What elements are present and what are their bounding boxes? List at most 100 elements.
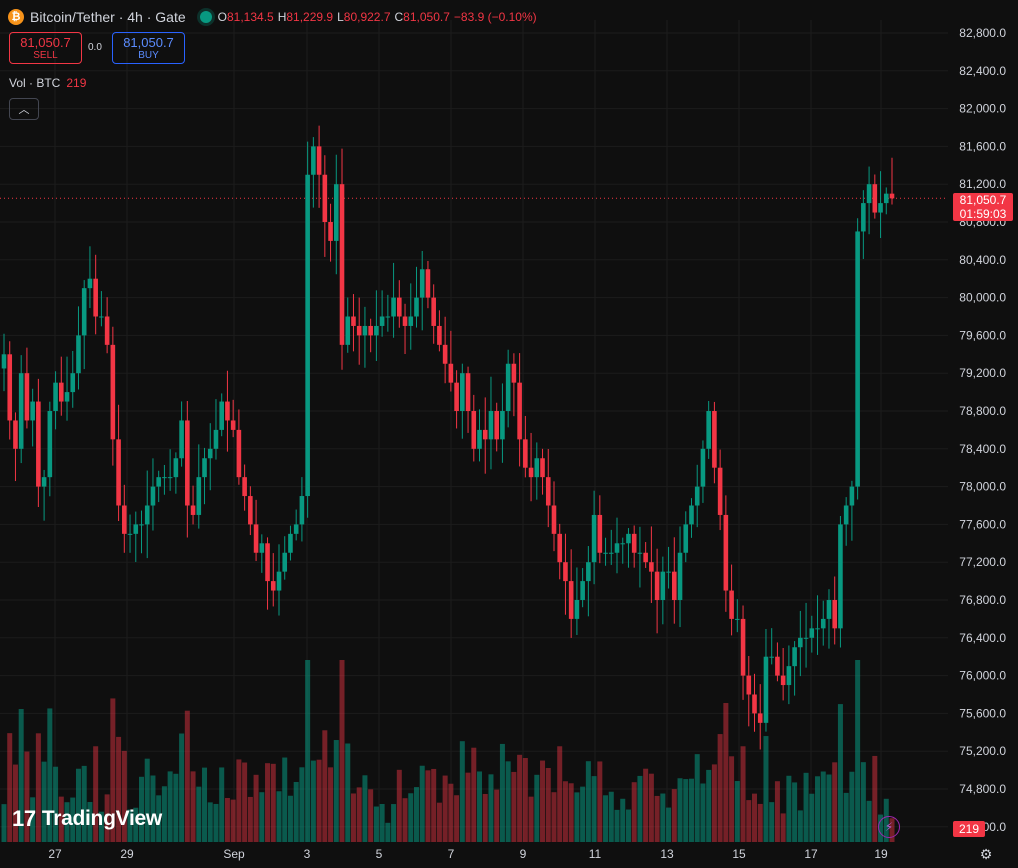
candle-body: [144, 505, 150, 525]
time-tick-label: 19: [874, 847, 888, 861]
volume-bar: [373, 806, 379, 842]
volume-bar: [75, 768, 81, 842]
volume-bar: [585, 761, 591, 842]
tradingview-logo-icon: 17: [12, 806, 36, 831]
candle-body: [185, 420, 190, 506]
candle-body: [523, 439, 528, 468]
candle-body: [517, 382, 522, 440]
candle-body: [76, 335, 81, 374]
candle-body: [649, 562, 654, 572]
volume-bar: [391, 804, 397, 842]
volume-bar: [305, 660, 311, 842]
candle-body: [18, 373, 24, 449]
symbol-title[interactable]: Bitcoin/Tether · 4h · Gate: [30, 9, 186, 25]
candle-body: [425, 269, 431, 298]
volume-bar: [534, 774, 540, 842]
gear-icon[interactable]: ⚙: [979, 846, 993, 862]
volume-bar: [568, 783, 574, 842]
candle-body: [826, 600, 832, 619]
price-tick-label: 80,000.0: [959, 291, 1006, 305]
candle-body: [838, 524, 843, 629]
candle-body: [385, 316, 391, 318]
candle-body: [93, 278, 98, 317]
volume-bar: [396, 769, 402, 842]
candle-body: [30, 401, 35, 421]
candle-body: [878, 203, 883, 213]
candle-body: [64, 392, 70, 402]
candle-body: [437, 325, 442, 345]
volume-bar: [368, 789, 374, 842]
price-tick-label: 82,400.0: [959, 64, 1006, 78]
candle-body: [631, 533, 637, 553]
candle-body: [179, 420, 184, 459]
volume-bar: [24, 751, 30, 842]
price-tick-label: 74,800.0: [959, 782, 1006, 796]
candle-body: [729, 590, 734, 619]
ohlc-change: −83.9 (−0.10%): [453, 10, 537, 24]
buy-button[interactable]: 81,050.7 BUY: [112, 32, 185, 64]
candle-body: [614, 543, 620, 553]
candle-body: [511, 363, 517, 383]
volume-bar: [671, 789, 677, 842]
candle-body: [861, 203, 866, 232]
volume-bar: [677, 778, 683, 842]
time-tick-label: 5: [376, 847, 383, 861]
volume-bar: [184, 710, 190, 842]
collapse-legend-button[interactable]: ︿: [9, 98, 39, 120]
volume-bar: [379, 803, 385, 842]
candle-body: [866, 184, 872, 204]
candle-body: [637, 552, 643, 554]
candle-body: [41, 477, 47, 487]
candle-body: [460, 373, 465, 411]
candle-body: [471, 411, 477, 449]
candle-body: [1, 354, 7, 369]
candle-body: [849, 486, 855, 506]
volume-bar: [144, 758, 150, 842]
time-tick-label: 7: [448, 847, 455, 861]
volume-bar: [345, 743, 351, 842]
candle-body: [775, 656, 780, 676]
candle-body: [557, 533, 563, 563]
volume-bar: [431, 768, 437, 842]
candle-body: [792, 647, 797, 667]
price-tick-label: 81,200.0: [959, 177, 1006, 191]
volume-bar: [230, 799, 236, 842]
candle-body: [288, 533, 293, 553]
volume-bar: [127, 809, 133, 842]
candle-body: [362, 325, 368, 336]
candle-body: [253, 524, 259, 553]
candle-body: [700, 448, 706, 487]
candle-body: [419, 269, 425, 298]
volume-bar: [173, 773, 179, 842]
volume-bar: [224, 797, 230, 842]
candle-body: [671, 571, 677, 600]
volume-bar: [843, 792, 849, 842]
volume-bar: [58, 796, 64, 842]
candle-body: [500, 411, 505, 440]
sell-button[interactable]: 81,050.7 SELL: [9, 32, 82, 64]
candle-body: [81, 288, 87, 336]
volume-bar: [413, 787, 419, 842]
time-tick-label: 17: [804, 847, 818, 861]
candle-body: [122, 505, 127, 534]
volume-bar: [643, 768, 649, 842]
candle-body: [477, 429, 482, 449]
candle-body: [494, 411, 499, 440]
candle-body: [299, 496, 305, 525]
volume-bar: [832, 762, 838, 842]
candle-body: [889, 193, 895, 199]
volume-bar: [580, 786, 586, 842]
volume-bar: [734, 781, 740, 842]
tradingview-logo[interactable]: 17 TradingView: [12, 806, 162, 831]
volume-bar: [620, 798, 626, 842]
candle-body: [683, 524, 689, 553]
volume-bar: [625, 809, 631, 842]
candle-body: [735, 618, 740, 620]
price-tick-label: 78,000.0: [959, 480, 1006, 494]
volume-bar: [631, 782, 637, 842]
candle-body: [689, 505, 694, 525]
volume-bar: [98, 811, 104, 842]
price-tick-label: 81,600.0: [959, 139, 1006, 153]
lightning-icon[interactable]: ⚡: [878, 816, 900, 838]
